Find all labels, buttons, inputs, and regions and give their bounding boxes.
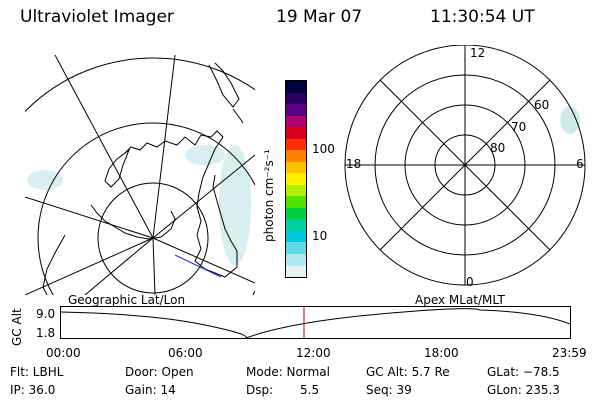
polar-label: Apex MLat/MLT — [415, 293, 505, 307]
colorbar-band — [286, 184, 306, 197]
mlat-label-60: 60 — [534, 98, 550, 112]
alt-xtick-3: 18:00 — [424, 346, 459, 360]
ip-info: IP: 36.0 — [10, 383, 56, 397]
mlt-label-6: 6 — [576, 157, 584, 171]
alt-plot-ylabel: GC Alt — [10, 308, 24, 346]
coastline — [42, 234, 66, 295]
alt-xtick-2: 12:00 — [296, 346, 331, 360]
colorbar-band — [286, 242, 306, 254]
colorbar-band — [286, 115, 306, 128]
auroral-haze — [560, 106, 580, 134]
mlt-label-0: 0 — [466, 275, 474, 289]
auroral-haze — [27, 145, 251, 265]
filter-info: Flt: LBHL — [10, 365, 64, 379]
time-label: 11:30:54 UT — [430, 7, 535, 27]
meridian — [152, 154, 255, 239]
colorbar — [285, 80, 307, 278]
colorbar-band — [286, 104, 306, 116]
meridian — [54, 55, 154, 239]
glat-info: GLat: −78.5 — [487, 365, 560, 379]
colorbar-band — [286, 196, 306, 208]
colorbar-band — [286, 219, 306, 231]
colorbar-band — [286, 173, 306, 185]
colorbar-band — [286, 230, 306, 243]
colorbar-band — [286, 265, 306, 278]
meridian — [152, 55, 176, 239]
mlt-line-diag — [379, 79, 551, 251]
geographic-map — [25, 55, 255, 295]
meridian — [152, 237, 156, 295]
mlt-label-12: 12 — [470, 46, 486, 60]
lat-circle-outer — [25, 57, 255, 113]
meridian — [25, 237, 154, 295]
colorbar-band — [286, 92, 306, 105]
colorbar-band — [286, 253, 306, 266]
coastline — [90, 204, 176, 240]
polar-plot — [344, 45, 586, 286]
colorbar-band — [286, 161, 306, 174]
meridian — [84, 237, 154, 295]
colorbar-unit-label: photon cm⁻²s⁻¹ — [262, 149, 276, 242]
alt-xtick-1: 06:00 — [168, 346, 203, 360]
alt-curve — [60, 308, 571, 339]
colorbar-band — [286, 138, 306, 151]
gain-info: Gain: 14 — [125, 383, 176, 397]
door-info: Door: Open — [125, 365, 194, 379]
colorbar-tick-100: 100 — [312, 142, 335, 156]
coastline — [232, 108, 244, 124]
mlat-label-70: 70 — [511, 120, 527, 134]
alt-xtick-0: 00:00 — [46, 346, 81, 360]
seq-info: Seq: 39 — [366, 383, 412, 397]
lat-circle-mid — [37, 122, 255, 295]
orbit-track — [174, 254, 222, 278]
alt-plot — [60, 306, 571, 339]
date-label: 19 Mar 07 — [276, 7, 363, 27]
colorbar-band — [286, 207, 306, 220]
colorbar-band — [286, 81, 306, 93]
coastline — [124, 130, 238, 278]
colorbar-band — [286, 150, 306, 162]
coastline — [104, 148, 131, 188]
mlt-label-18: 18 — [346, 157, 362, 171]
dsp-label: Dsp: — [246, 383, 274, 397]
glon-info: GLon: 235.3 — [487, 383, 560, 397]
instrument-title: Ultraviolet Imager — [20, 7, 174, 27]
colorbar-band — [286, 127, 306, 139]
meridian — [25, 196, 154, 239]
gc-alt-info: GC Alt: 5.7 Re — [366, 365, 450, 379]
alt-ytick-max: 9.0 — [36, 307, 56, 321]
alt-xtick-4: 23:59 — [552, 346, 587, 360]
mlat-label-80: 80 — [490, 141, 506, 155]
geographic-label: Geographic Lat/Lon — [68, 293, 186, 307]
coastline — [208, 62, 240, 108]
alt-ytick-min: 1.8 — [36, 326, 56, 340]
dsp-value: 5.5 — [300, 383, 320, 397]
mode-info: Mode: Normal — [246, 365, 330, 379]
colorbar-tick-10: 10 — [312, 229, 328, 243]
lat-circle-inner — [97, 182, 209, 294]
meridian — [152, 237, 255, 284]
